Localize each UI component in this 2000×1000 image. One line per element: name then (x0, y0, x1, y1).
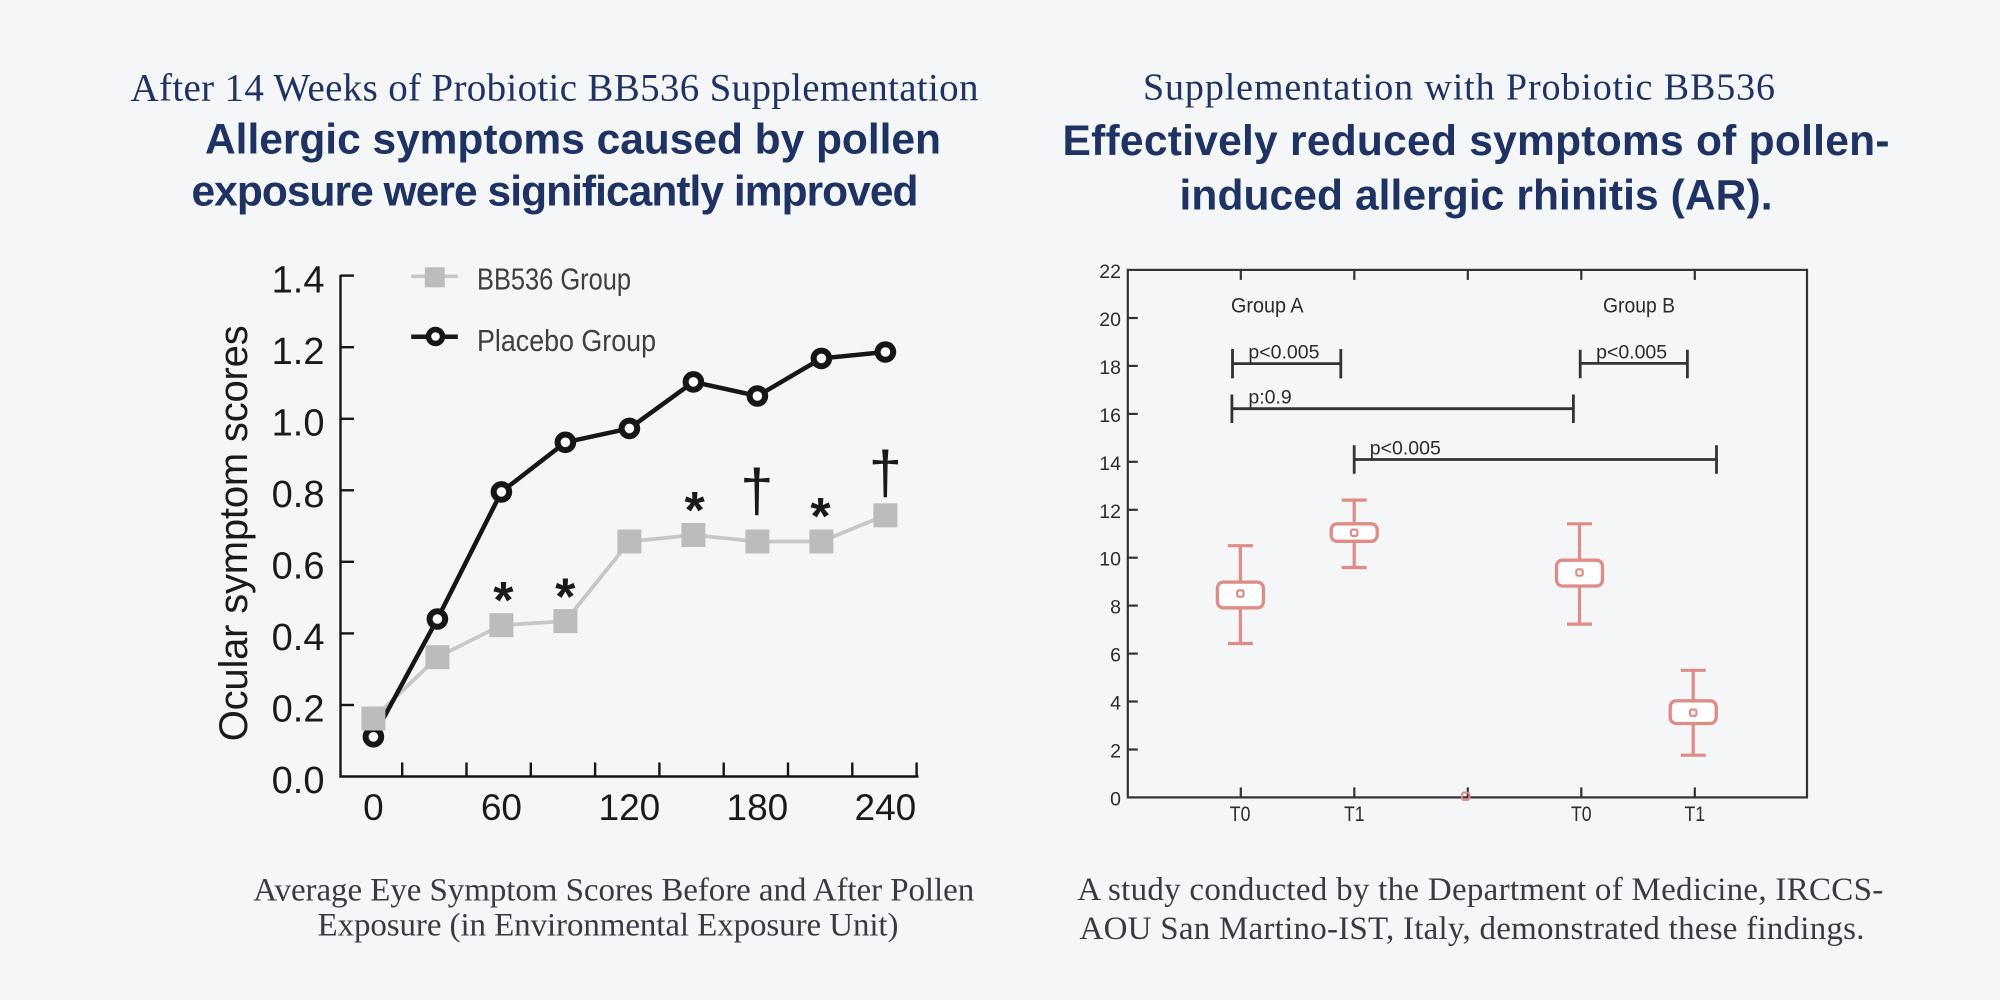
svg-text:20: 20 (1099, 309, 1121, 331)
svg-text:60: 60 (481, 787, 522, 828)
svg-text:6: 6 (1110, 645, 1121, 667)
svg-text:†: † (740, 457, 773, 524)
svg-text:4: 4 (1110, 693, 1121, 715)
svg-text:A study conducted by the Depar: A study conducted by the Department of M… (1077, 872, 1883, 908)
svg-text:10: 10 (1099, 549, 1121, 571)
svg-text:Group A: Group A (1231, 295, 1304, 318)
svg-text:0.4: 0.4 (272, 617, 325, 659)
svg-text:1.4: 1.4 (272, 259, 325, 301)
svg-text:p:0.9: p:0.9 (1248, 386, 1291, 408)
svg-text:2: 2 (1110, 740, 1121, 762)
svg-text:Supplementation with Probiotic: Supplementation with Probiotic BB536 (1143, 67, 1775, 109)
svg-text:8: 8 (1110, 597, 1121, 619)
svg-text:240: 240 (855, 787, 917, 828)
svg-text:Average Eye Symptom Scores Bef: Average Eye Symptom Scores Before and Af… (253, 873, 974, 909)
svg-text:T1: T1 (1685, 803, 1706, 826)
svg-text:1.2: 1.2 (272, 331, 325, 373)
svg-text:180: 180 (727, 787, 789, 828)
svg-text:*: * (684, 482, 705, 540)
svg-text:0.2: 0.2 (272, 689, 325, 731)
svg-text:0: 0 (363, 787, 384, 828)
svg-text:T1: T1 (1344, 803, 1365, 826)
svg-text:exposure were significantly im: exposure were significantly improved (192, 169, 919, 216)
svg-text:induced allergic rhinitis (AR): induced allergic rhinitis (AR). (1180, 173, 1773, 220)
svg-text:*: * (810, 488, 831, 546)
svg-text:16: 16 (1099, 405, 1121, 427)
svg-text:Group B: Group B (1603, 295, 1675, 318)
svg-text:T0: T0 (1230, 803, 1251, 826)
svg-text:0.6: 0.6 (272, 545, 325, 587)
svg-text:p<0.005: p<0.005 (1596, 341, 1667, 363)
svg-text:22: 22 (1099, 261, 1121, 283)
svg-text:0.0: 0.0 (272, 760, 325, 802)
svg-text:p<0.005: p<0.005 (1370, 437, 1441, 459)
svg-text:Exposure (in Environmental Exp: Exposure (in Environmental Exposure Unit… (318, 908, 899, 944)
svg-text:0: 0 (1110, 788, 1121, 810)
svg-text:AOU San Martino-IST, Italy, de: AOU San Martino-IST, Italy, demonstrated… (1080, 911, 1865, 947)
svg-text:Ocular symptom scores: Ocular symptom scores (212, 325, 256, 741)
svg-text:Allergic symptoms caused by po: Allergic symptoms caused by pollen (205, 117, 941, 164)
svg-text:*: * (493, 572, 514, 630)
svg-text:*: * (555, 568, 576, 626)
svg-text:†: † (869, 439, 902, 506)
svg-text:18: 18 (1099, 357, 1121, 379)
svg-text:1.0: 1.0 (272, 402, 325, 444)
svg-text:T0: T0 (1571, 803, 1592, 826)
svg-text:Effectively reduced symptoms o: Effectively reduced symptoms of pollen- (1063, 118, 1890, 165)
svg-text:120: 120 (599, 787, 661, 828)
svg-text:p<0.005: p<0.005 (1248, 341, 1319, 363)
svg-text:0.8: 0.8 (272, 474, 325, 516)
svg-text:14: 14 (1099, 453, 1121, 475)
svg-text:BB536 Group: BB536 Group (477, 262, 631, 297)
svg-text:After 14 Weeks of Probiotic BB: After 14 Weeks of Probiotic BB536 Supple… (131, 67, 979, 110)
svg-text:12: 12 (1099, 501, 1121, 523)
svg-text:Placebo Group: Placebo Group (477, 323, 656, 358)
